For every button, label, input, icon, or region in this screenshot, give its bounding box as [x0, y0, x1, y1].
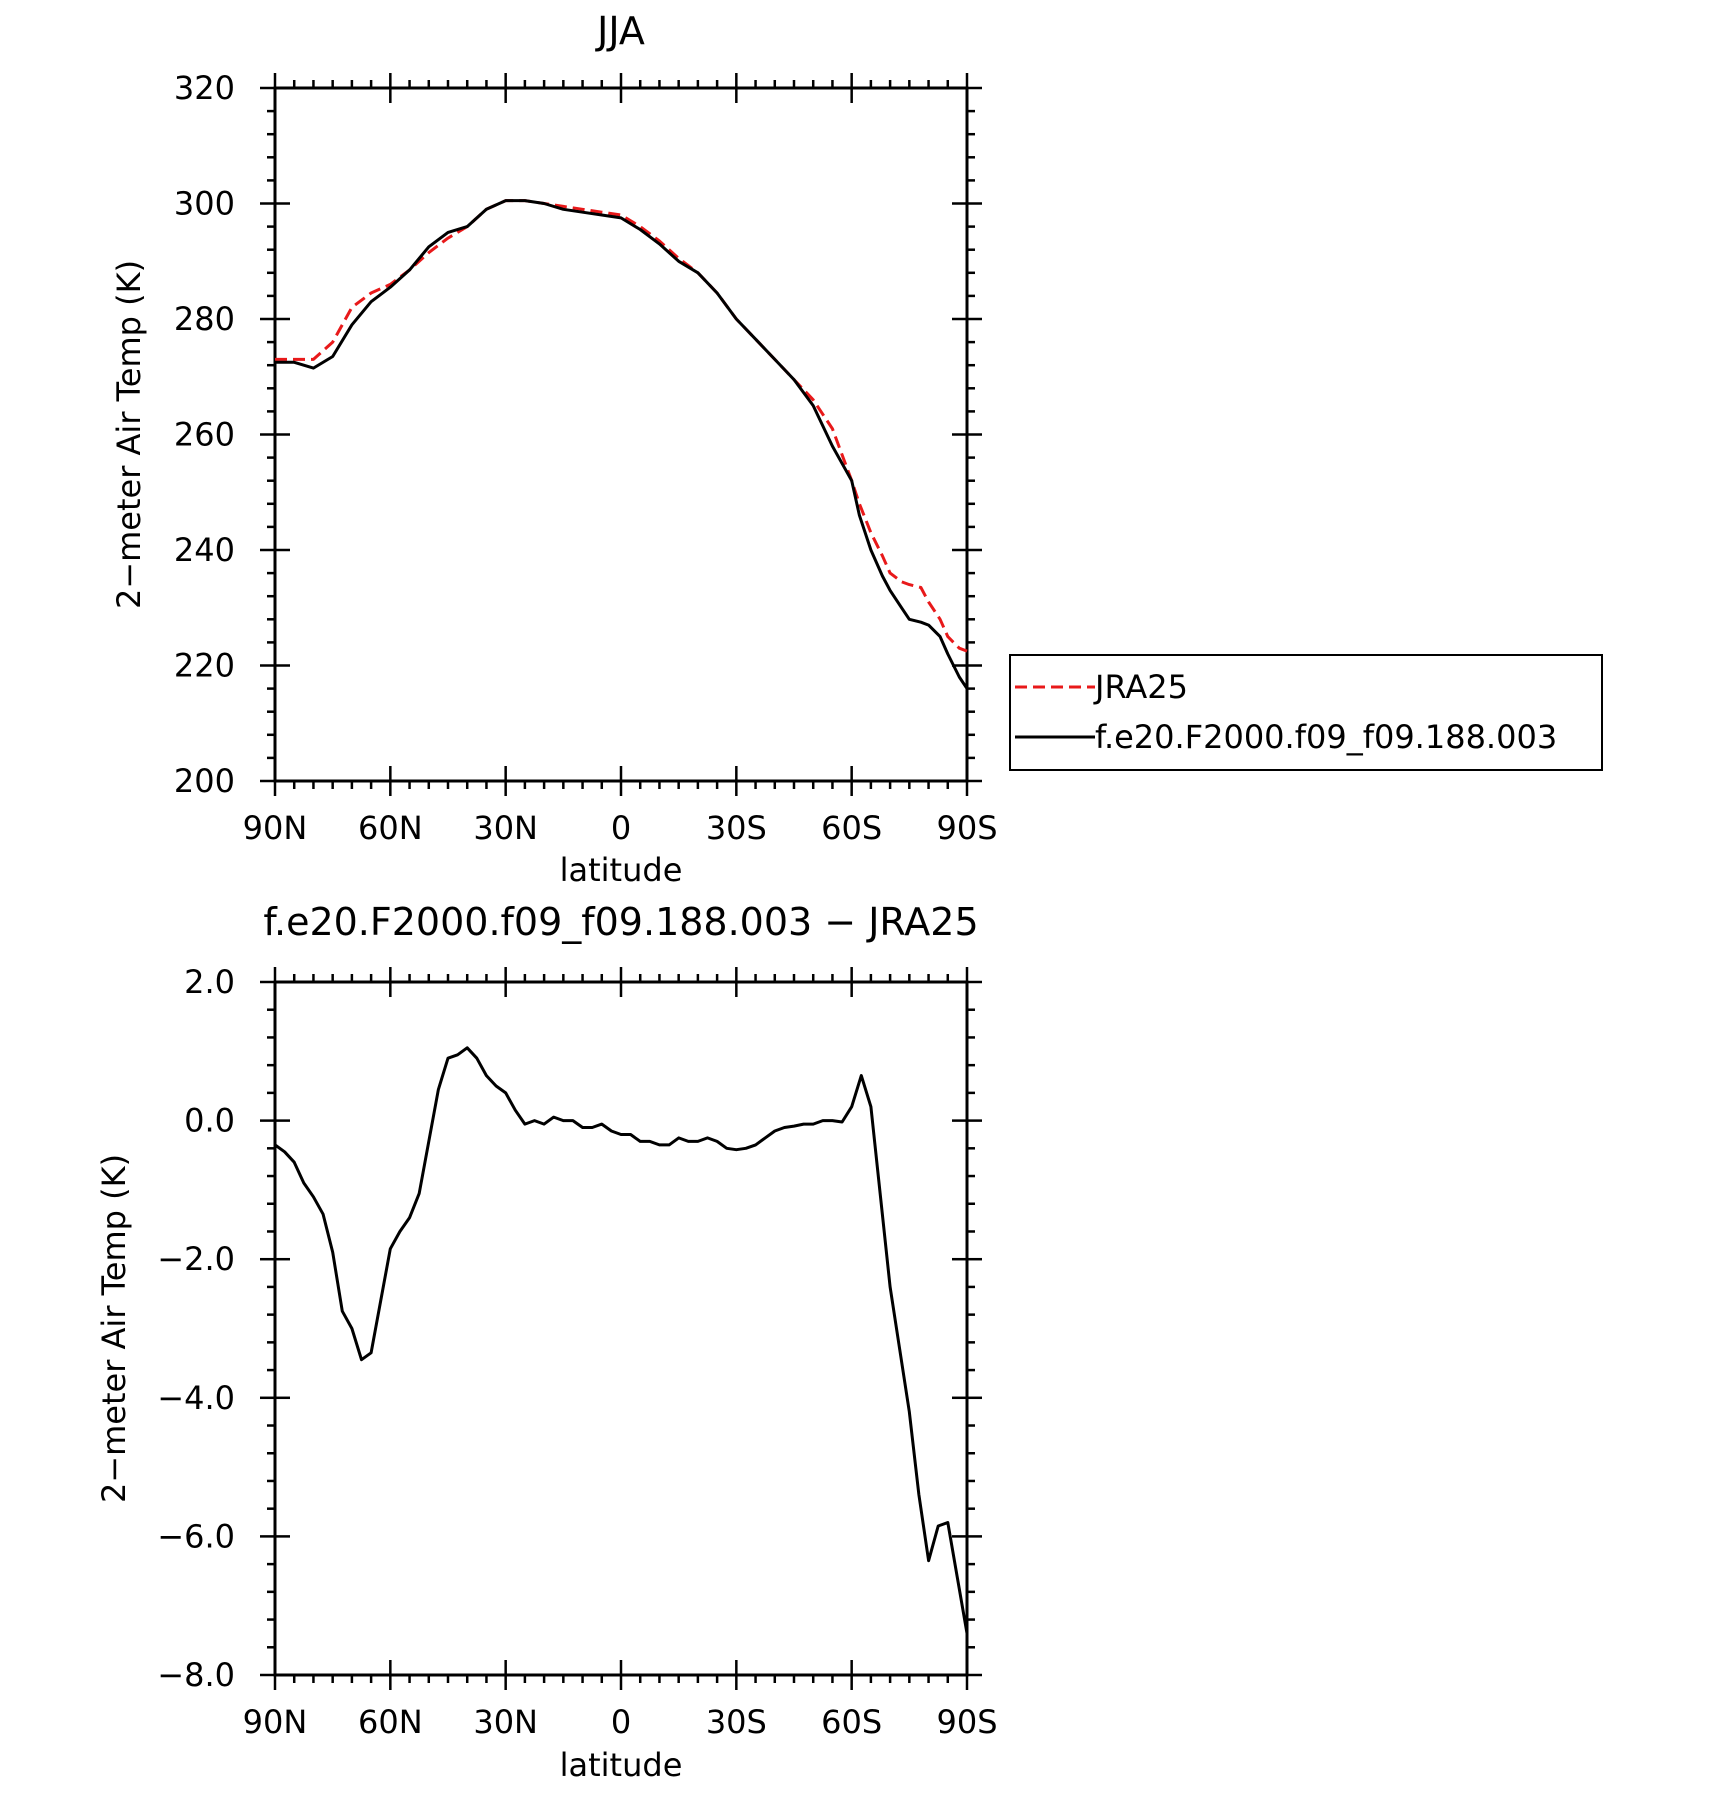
y-tick-label: 240 [174, 531, 235, 569]
x-tick-label: 30N [473, 809, 538, 847]
chart-panel-1: JJA 90N 60N 30N 0 30S 60S 90S 200 220 240 260 280 300… [110, 9, 1603, 889]
y-tick-label: 0.0 [184, 1102, 235, 1140]
y-tick-label: 2.0 [184, 963, 235, 1001]
x-tick-label: 90S [936, 809, 997, 847]
legend-box [1009, 654, 1603, 771]
y-tick-label: −2.0 [157, 1240, 235, 1278]
series-line-2 [275, 199, 969, 690]
y-tick-label: 220 [174, 647, 235, 685]
y-tick-label: −4.0 [157, 1379, 235, 1417]
x-tick-label: 30N [473, 1703, 538, 1741]
chart-title: f.e20.F2000.f09_f09.188.003 − JRA25 [263, 900, 978, 944]
y-tick-label: −6.0 [157, 1517, 235, 1555]
legend-label-2: f.e20.F2000.f09_f09.188.003 [1095, 718, 1557, 756]
legend: JRA25 f.e20.F2000.f09_f09.188.003 [1009, 654, 1603, 771]
x-tick-label: 60S [821, 809, 882, 847]
x-tick-label: 90S [936, 1703, 997, 1741]
x-tick-label: 60N [358, 809, 423, 847]
y-tick-label: 260 [174, 416, 235, 454]
x-tick-label: 30S [706, 1703, 767, 1741]
x-axis-label: latitude [560, 1746, 683, 1784]
x-tick-label: 60S [821, 1703, 882, 1741]
y-axis-label: 2−meter Air Temp (K) [110, 260, 148, 609]
x-tick-label: 30S [706, 809, 767, 847]
x-tick-label: 60N [358, 1703, 423, 1741]
x-tick-label: 0 [611, 809, 631, 847]
y-tick-label: 300 [174, 185, 235, 223]
x-tick-label: 90N [243, 1703, 308, 1741]
y-tick-label: 280 [174, 300, 235, 338]
legend-label-1: JRA25 [1093, 668, 1188, 706]
y-tick-label: −8.0 [157, 1656, 235, 1694]
chart-title: JJA [595, 9, 645, 53]
y-tick-label: 320 [174, 69, 235, 107]
x-axis-label: latitude [560, 851, 683, 889]
x-tick-label: 90N [243, 809, 308, 847]
chart-panel-2: f.e20.F2000.f09_f09.188.003 − JRA25 90N 60… [95, 900, 998, 1784]
series-line-1 [274, 1046, 969, 1634]
y-axis-label: 2−meter Air Temp (K) [95, 1154, 133, 1503]
y-tick-label: 200 [174, 762, 235, 800]
charts-layer: JJA 90N 60N 30N 0 30S 60S 90S 200 220 240 260 280 300… [95, 9, 1603, 1784]
x-tick-label: 0 [611, 1703, 631, 1741]
